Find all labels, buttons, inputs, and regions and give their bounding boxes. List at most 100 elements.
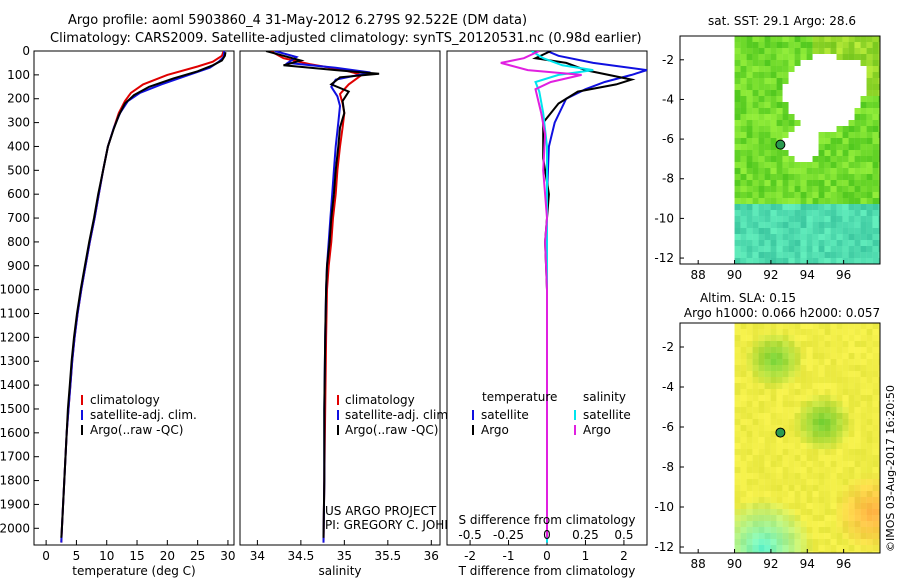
sla_map-cell xyxy=(830,497,837,503)
sst_map-cell xyxy=(854,126,861,132)
sst_map-cell xyxy=(752,174,759,180)
sst_map-cell xyxy=(770,192,777,198)
sla_map-cell xyxy=(866,521,873,527)
sst_map-cell xyxy=(836,132,843,138)
sla_map-cell xyxy=(836,341,843,347)
sla_map-cell xyxy=(836,329,843,335)
sla_map-cell xyxy=(752,539,759,545)
sla_map-cell xyxy=(842,521,849,527)
difference-xlabel: T difference from climatology xyxy=(458,564,636,578)
sst_map-cell xyxy=(740,120,747,126)
sla_map-cell xyxy=(770,455,777,461)
sst_map-cell xyxy=(830,252,837,258)
sst_map-cell xyxy=(842,144,849,150)
sla_map-cell xyxy=(872,413,879,419)
sst_map-cell xyxy=(770,114,777,120)
sla_map-cell xyxy=(848,329,855,335)
sla_map-cell xyxy=(878,467,880,473)
sst_map-cell xyxy=(854,228,861,234)
sst_map-cell xyxy=(794,198,801,204)
sst_map-cell xyxy=(740,42,747,48)
sst_map-cell xyxy=(752,204,759,210)
sla_map-cell xyxy=(740,377,747,383)
sla_map-cell xyxy=(836,437,843,443)
temperature-ytick-label: 1900 xyxy=(0,497,30,511)
sst_map-cell xyxy=(806,180,813,186)
sla_map-cell xyxy=(842,467,849,473)
sla_map-cell xyxy=(812,341,819,347)
sst_map-cell xyxy=(776,252,783,258)
sla_map-cell xyxy=(836,485,843,491)
sla_map-cell xyxy=(782,449,789,455)
sla_map-cell xyxy=(764,545,771,551)
sst_map-cell xyxy=(776,42,783,48)
sst_map-cell xyxy=(830,216,837,222)
sst_map-cell xyxy=(770,204,777,210)
sst_map-cell xyxy=(848,162,855,168)
sst_map-cell xyxy=(770,102,777,108)
sla_map-cell xyxy=(734,437,741,443)
sla_map-cell xyxy=(758,419,765,425)
sla_map-cell xyxy=(812,509,819,515)
sst_map-cell xyxy=(878,60,880,66)
sst_map-cell xyxy=(848,234,855,240)
sst_map-cell xyxy=(800,174,807,180)
sla_map-cell xyxy=(830,383,837,389)
sst_map-cell xyxy=(740,240,747,246)
sla_map-cell xyxy=(860,443,867,449)
sla_map-cell xyxy=(764,383,771,389)
sst_map-cell xyxy=(740,168,747,174)
sst_map-cell xyxy=(746,240,753,246)
sla_map-cell xyxy=(770,371,777,377)
sla_map-cell xyxy=(776,551,783,553)
sla_map-cell xyxy=(752,503,759,509)
sst_map-cell xyxy=(872,222,879,228)
sst_map-cell xyxy=(776,156,783,162)
sla_map-cell xyxy=(740,473,747,479)
sla_map-cell xyxy=(854,335,861,341)
sst_map-cell xyxy=(860,102,867,108)
sst_map-cell xyxy=(872,126,879,132)
sst_map-cell xyxy=(734,138,741,144)
sla_map-cell xyxy=(746,515,753,521)
sla_map-cell xyxy=(830,401,837,407)
sst_map-cell xyxy=(812,162,819,168)
sla_map-cell xyxy=(836,323,843,329)
sla_map-cell xyxy=(836,407,843,413)
sla_map-cell xyxy=(806,413,813,419)
sla_map-cell xyxy=(824,539,831,545)
sst_map-cell xyxy=(752,72,759,78)
sla_map-cell xyxy=(758,323,765,329)
sst_map-cell xyxy=(824,174,831,180)
sst_map-cell xyxy=(872,66,879,72)
sla_map-cell xyxy=(776,509,783,515)
sst_map-cell xyxy=(866,48,873,54)
sst_map-cell xyxy=(752,132,759,138)
sst_map-cell xyxy=(764,126,771,132)
temperature-ytick-label: 1300 xyxy=(0,354,30,368)
sla_map-cell xyxy=(794,413,801,419)
sla_map-cell xyxy=(854,365,861,371)
sla_map-cell xyxy=(878,389,880,395)
sst_map-cell xyxy=(854,108,861,114)
sla_map-cell xyxy=(812,473,819,479)
sst_map-cell xyxy=(782,198,789,204)
sla_map-cell xyxy=(758,395,765,401)
sst_map-cell xyxy=(872,204,879,210)
sla_map-cell xyxy=(818,431,825,437)
sla_map-cell xyxy=(812,389,819,395)
sla_map-cell xyxy=(788,515,795,521)
sla_map-cell xyxy=(830,353,837,359)
sst_map-cell xyxy=(878,120,880,126)
sla_map-cell xyxy=(848,413,855,419)
sst_map-cell xyxy=(854,168,861,174)
sst_map-cell xyxy=(806,36,813,42)
sla_map-cell xyxy=(866,359,873,365)
sst-title: sat. SST: 29.1 Argo: 28.6 xyxy=(708,14,856,28)
sla_map-cell xyxy=(734,425,741,431)
sla_map-cell xyxy=(794,431,801,437)
sla_map-cell xyxy=(866,371,873,377)
sst_map-cell xyxy=(746,108,753,114)
sst_map-cell xyxy=(842,186,849,192)
